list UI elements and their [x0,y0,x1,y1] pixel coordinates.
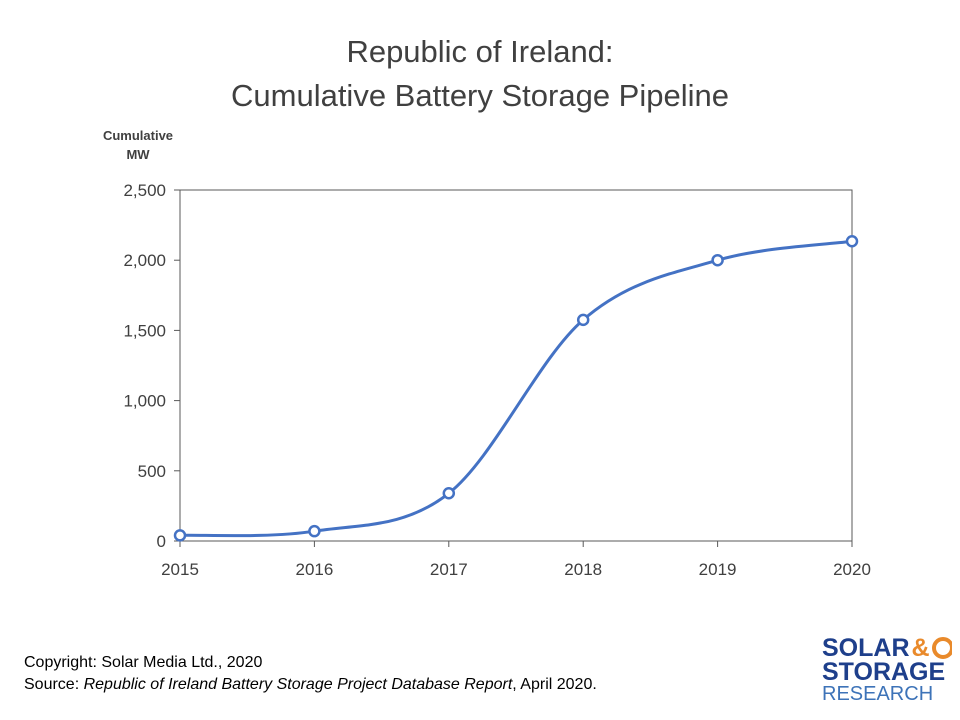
title-line-1: Republic of Ireland: [346,34,614,69]
y-tick-label: 500 [138,462,166,481]
x-tick-label: 2019 [699,560,737,579]
logo-research: RESEARCH [822,683,934,705]
x-tick-label: 2016 [295,560,333,579]
data-point-marker [845,234,859,248]
y-tick-label: 1,000 [123,392,166,411]
footer: Copyright: Solar Media Ltd., 2020 Source… [24,652,597,696]
logo-ampersand: & [911,634,930,662]
data-point-marker [308,524,321,538]
plot-area-border [179,189,853,542]
y-axis-label: Cumulative MW [90,126,186,164]
logo-solar: SOLAR [822,634,910,662]
series-markers [173,234,859,542]
y-axis-label-line-2: MW [126,147,150,162]
source-suffix: , April 2020. [512,676,597,693]
y-axis: 0 500 1,000 1,500 2,000 2,500 [123,181,180,551]
chart-title: Republic of Ireland: Cumulative Battery … [0,30,960,118]
data-point-marker [576,313,590,327]
x-tick-label: 2018 [564,560,602,579]
y-tick-label: 0 [157,532,166,551]
x-axis: 2015 2016 2017 2018 2019 2020 [161,541,871,579]
logo-storage: STORAGE [822,658,946,686]
y-tick-label: 2,000 [123,251,166,270]
data-point-marker [173,529,187,542]
x-tick-label: 2015 [161,560,199,579]
source-prefix: Source: [24,676,84,693]
y-tick-label: 2,500 [123,181,166,200]
y-axis-label-line-1: Cumulative [102,128,174,143]
source-report-title: Republic of Ireland Battery Storage Proj… [83,676,513,693]
y-tick-label: 1,500 [123,321,166,340]
x-tick-label: 2017 [430,560,468,579]
data-point-marker [442,487,456,500]
sun-icon [931,637,952,659]
x-tick-label: 2020 [833,560,871,579]
series-line [179,239,853,538]
source-text: Source: Republic of Ireland Battery Stor… [24,674,597,696]
title-line-2: Cumulative Battery Storage Pipeline [231,78,729,113]
solar-storage-research-logo: SOLAR & STORAGE RESEARCH [822,636,952,712]
data-point-marker [711,253,724,267]
copyright-text: Copyright: Solar Media Ltd., 2020 [24,654,263,671]
logo-row-1: SOLAR & [822,634,952,662]
